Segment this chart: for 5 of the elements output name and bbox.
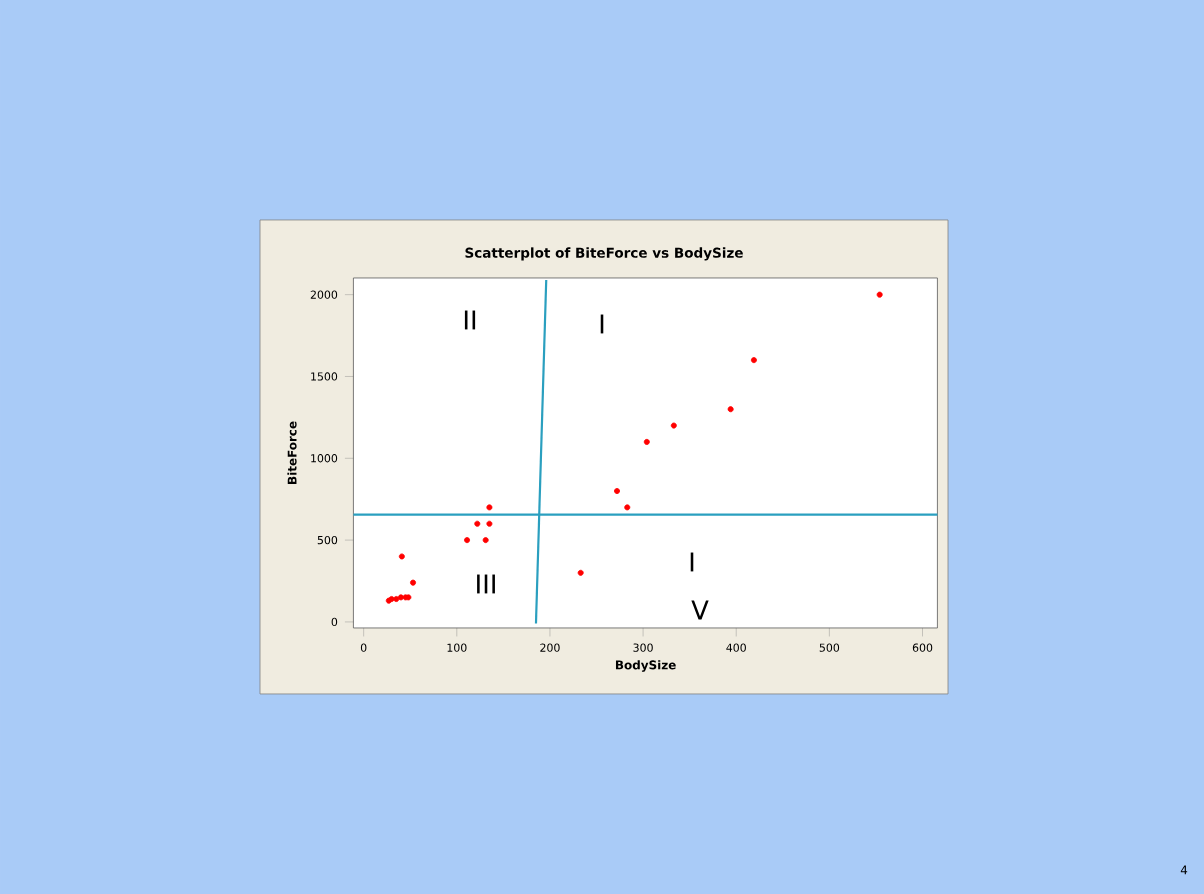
- annotation: I: [600, 314, 604, 334]
- annotation: III: [477, 574, 495, 594]
- annotation: II: [464, 310, 476, 330]
- annotation: I: [690, 552, 694, 572]
- annotation: V: [691, 600, 709, 620]
